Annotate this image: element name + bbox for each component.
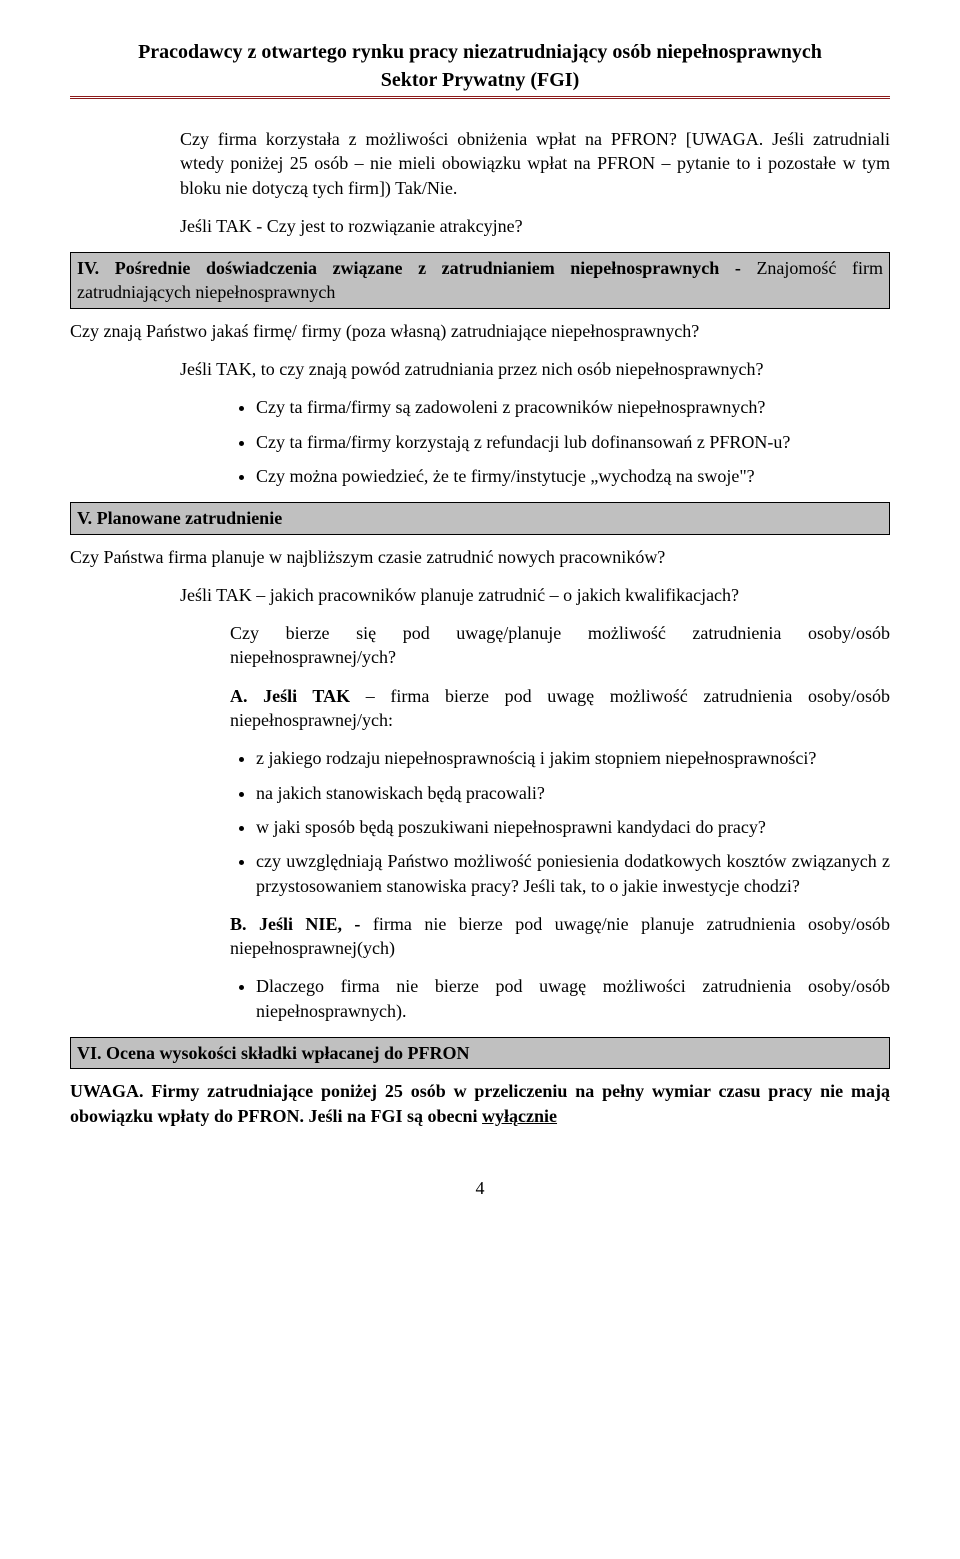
- section-5-b-prefix: B. Jeśli NIE, -: [230, 914, 360, 934]
- section-4-heading-prefix: IV. Pośrednie doświadczenia związane z z…: [77, 258, 756, 278]
- section-6-heading: VI. Ocena wysokości składki wpłacanej do…: [70, 1037, 890, 1069]
- section-5-b-bullets: Dlaczego firma nie bierze pod uwagę możl…: [230, 974, 890, 1023]
- header-rule: [70, 96, 890, 99]
- intro-p1: Czy firma korzystała z możliwości obniże…: [180, 127, 890, 200]
- footer-note-underlined: wyłącznie: [482, 1106, 557, 1126]
- section-5-heading: V. Planowane zatrudnienie: [70, 502, 890, 534]
- list-item: Czy można powiedzieć, że te firmy/instyt…: [256, 464, 890, 488]
- section-4-heading: IV. Pośrednie doświadczenia związane z z…: [70, 252, 890, 309]
- list-item: czy uwzględniają Państwo możliwość ponie…: [256, 849, 890, 898]
- section-5-a: A. Jeśli TAK – firma bierze pod uwagę mo…: [230, 684, 890, 733]
- list-item: na jakich stanowiskach będą pracowali?: [256, 781, 890, 805]
- section-5-q1: Czy Państwa firma planuje w najbliższym …: [70, 545, 890, 569]
- list-item: z jakiego rodzaju niepełnosprawnością i …: [256, 746, 890, 770]
- section-5-b: B. Jeśli NIE, - firma nie bierze pod uwa…: [230, 912, 890, 961]
- footer-note-prefix: UWAGA. Firmy zatrudniające poniżej 25 os…: [70, 1081, 890, 1125]
- section-5-a-bullets: z jakiego rodzaju niepełnosprawnością i …: [230, 746, 890, 897]
- section-5-a-prefix: A. Jeśli TAK: [230, 686, 350, 706]
- list-item: Czy ta firma/firmy korzystają z refundac…: [256, 430, 890, 454]
- footer-note: UWAGA. Firmy zatrudniające poniżej 25 os…: [70, 1079, 890, 1128]
- intro-p2: Jeśli TAK - Czy jest to rozwiązanie atra…: [180, 214, 890, 238]
- list-item: w jaki sposób będą poszukiwani niepełnos…: [256, 815, 890, 839]
- header-line1: Pracodawcy z otwartego rynku pracy nieza…: [70, 40, 890, 64]
- list-item: Dlaczego firma nie bierze pod uwagę możl…: [256, 974, 890, 1023]
- page-number: 4: [70, 1178, 890, 1199]
- section-4-bullets: Czy ta firma/firmy są zadowoleni z praco…: [230, 395, 890, 488]
- list-item: Czy ta firma/firmy są zadowoleni z praco…: [256, 395, 890, 419]
- section-6-heading-text: VI. Ocena wysokości składki wpłacanej do…: [77, 1043, 470, 1063]
- section-5-q2: Jeśli TAK – jakich pracowników planuje z…: [180, 583, 890, 607]
- section-5-q3: Czy bierze się pod uwagę/planuje możliwo…: [230, 621, 890, 670]
- section-4-q2: Jeśli TAK, to czy znają powód zatrudnian…: [180, 357, 890, 381]
- document-page: Pracodawcy z otwartego rynku pracy nieza…: [0, 0, 960, 1259]
- header-line2: Sektor Prywatny (FGI): [70, 68, 890, 92]
- section-4-q1: Czy znają Państwo jakaś firmę/ firmy (po…: [70, 319, 890, 343]
- section-5-heading-text: V. Planowane zatrudnienie: [77, 508, 282, 528]
